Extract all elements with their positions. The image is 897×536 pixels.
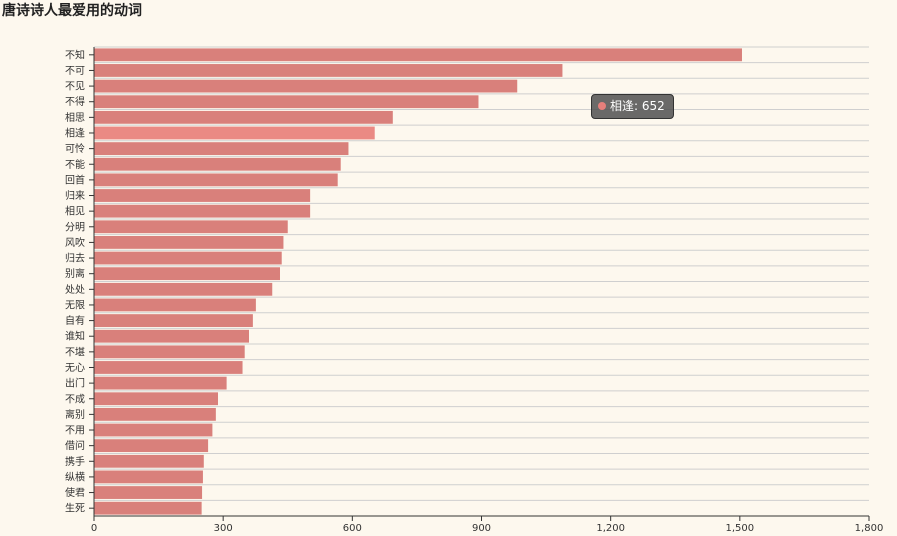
category-label: 不能 <box>65 158 85 171</box>
category-label: 不可 <box>65 66 85 77</box>
bar-回首 <box>94 173 338 187</box>
category-label: 回首 <box>65 173 85 186</box>
category-label: 不堪 <box>65 346 85 358</box>
category-label: 无心 <box>65 362 85 374</box>
category-label: 不得 <box>65 96 85 108</box>
category-label: 分明 <box>65 221 85 233</box>
bar-借问 <box>94 439 209 453</box>
x-tick-label: 900 <box>472 523 491 534</box>
category-label: 不知 <box>65 48 85 61</box>
x-tick-label: 1,800 <box>855 523 884 534</box>
bar-不用 <box>94 423 213 437</box>
bar-别离 <box>94 267 280 281</box>
bar-无限 <box>94 298 256 312</box>
bar-不见 <box>94 79 518 93</box>
category-label: 相见 <box>65 205 85 218</box>
x-tick-label: 0 <box>91 523 97 534</box>
category-label: 归来 <box>65 189 85 202</box>
bar-不能 <box>94 157 341 171</box>
category-label: 生死 <box>65 502 85 515</box>
bar-相见 <box>94 204 311 218</box>
bar-自有 <box>94 314 253 327</box>
bar-归来 <box>94 189 311 202</box>
bar-无心 <box>94 361 243 374</box>
category-label: 风吹 <box>65 236 85 249</box>
category-label: 谁知 <box>65 330 85 343</box>
category-label: 可怜 <box>65 142 85 155</box>
category-label: 相逢 <box>65 126 85 139</box>
bar-不堪 <box>94 345 245 359</box>
category-label: 不见 <box>65 81 85 93</box>
category-label: 不用 <box>65 426 85 437</box>
bar-纵横 <box>94 470 203 484</box>
category-label: 纵横 <box>65 470 85 483</box>
bar-风吹 <box>94 236 284 249</box>
bar-相思 <box>94 110 393 124</box>
bar-生死 <box>94 501 202 515</box>
category-label: 使君 <box>65 486 85 499</box>
category-label: 别离 <box>65 267 85 280</box>
bar-谁知 <box>94 329 249 343</box>
category-label: 无限 <box>65 299 85 311</box>
category-label: 归去 <box>65 252 85 265</box>
bar-不知 <box>94 48 742 62</box>
bar-不成 <box>94 392 218 406</box>
bar-使君 <box>94 486 203 499</box>
category-label: 自有 <box>65 314 85 327</box>
category-label: 离别 <box>65 408 85 421</box>
bar-不可 <box>94 64 563 77</box>
tooltip-series-dot <box>598 102 606 110</box>
bar-携手 <box>94 454 204 468</box>
bar-分明 <box>94 220 288 234</box>
tooltip-text: 相逢: 652 <box>610 99 665 113</box>
x-tick-label: 600 <box>343 523 362 534</box>
chart-tooltip: 相逢: 652 <box>591 94 674 119</box>
bar-离别 <box>94 407 216 421</box>
x-tick-label: 1,200 <box>596 523 625 534</box>
category-label: 相思 <box>65 111 85 124</box>
category-label: 处处 <box>65 284 85 296</box>
bar-相逢 <box>94 126 375 140</box>
bar-出门 <box>94 376 227 390</box>
category-label: 携手 <box>65 455 85 468</box>
category-label: 不成 <box>65 393 85 405</box>
x-tick-label: 300 <box>214 523 233 534</box>
bar-不得 <box>94 95 479 109</box>
category-label: 出门 <box>65 377 85 390</box>
bar-处处 <box>94 282 273 296</box>
bar-可怜 <box>94 142 349 156</box>
chart-title: 唐诗诗人最爱用的动词 <box>2 3 142 19</box>
x-tick-label: 1,500 <box>726 523 755 534</box>
category-label: 借问 <box>65 439 85 452</box>
bar-归去 <box>94 251 282 265</box>
